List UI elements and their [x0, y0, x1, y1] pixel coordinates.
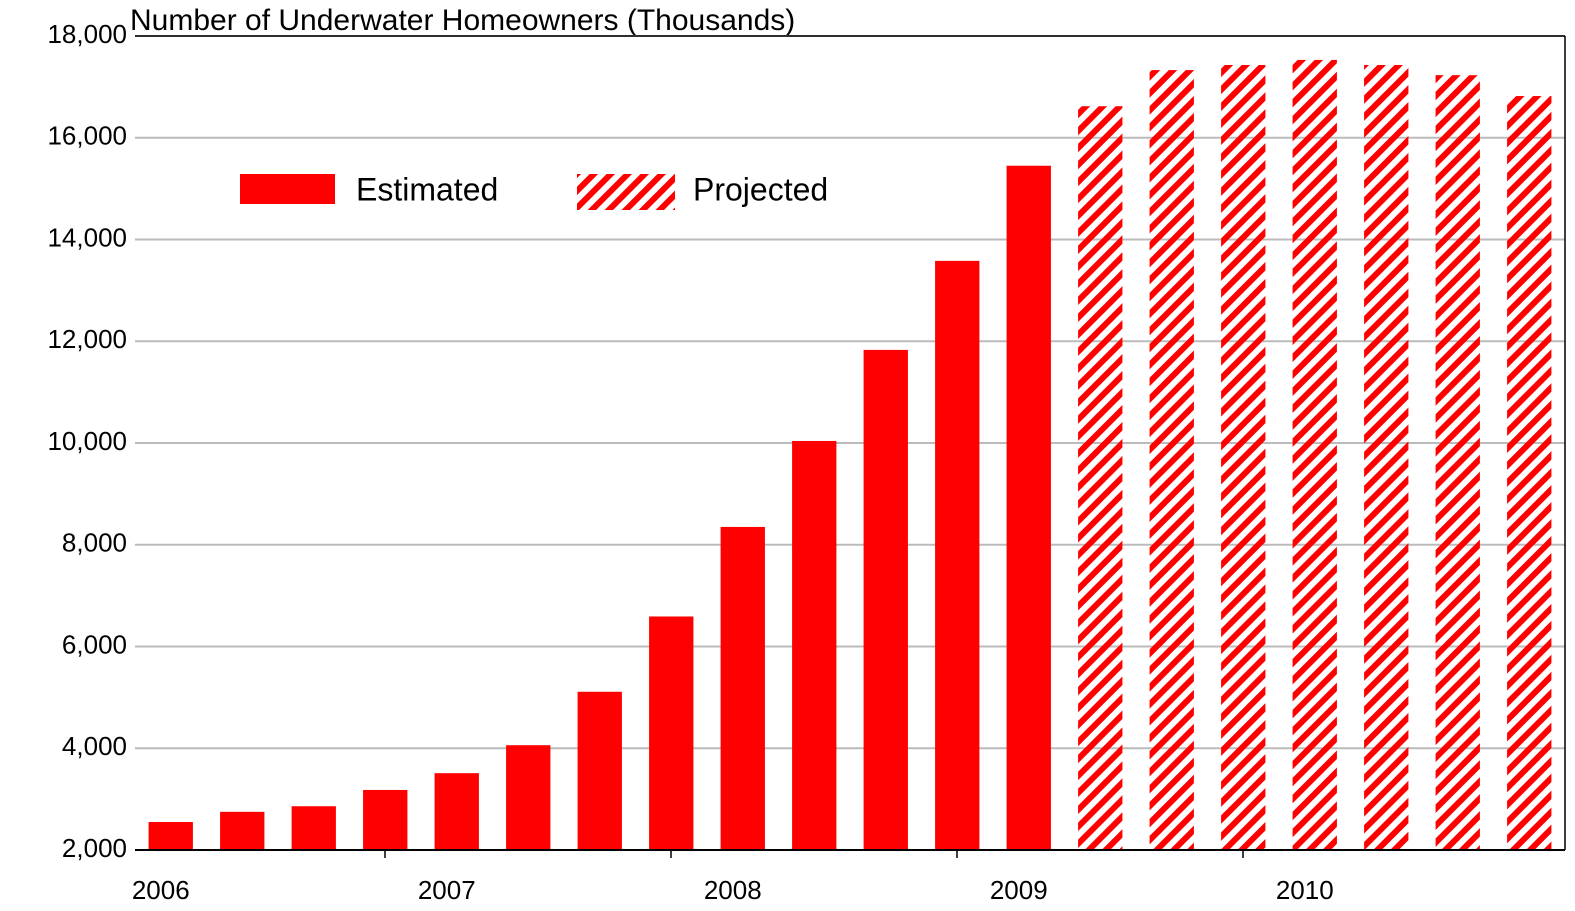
bar — [1006, 165, 1051, 850]
bar — [577, 691, 622, 850]
legend-text: Estimated — [356, 171, 498, 207]
y-tick-label: 4,000 — [62, 731, 127, 761]
y-tick-label: 2,000 — [62, 833, 127, 863]
bar — [434, 773, 479, 850]
y-tick-label: 10,000 — [47, 426, 127, 456]
x-tick-label: 2006 — [132, 875, 190, 905]
y-tick-label: 16,000 — [47, 121, 127, 151]
bar — [363, 789, 408, 850]
bar — [291, 806, 336, 850]
bar — [792, 440, 837, 850]
bar — [720, 526, 765, 850]
chart-title: Number of Underwater Homeowners (Thousan… — [130, 4, 795, 37]
bar — [1435, 75, 1480, 850]
bar — [1507, 96, 1552, 851]
bar — [1149, 70, 1194, 851]
legend-swatch — [577, 174, 675, 210]
bar — [1364, 64, 1409, 850]
y-tick-label: 12,000 — [47, 324, 127, 354]
bar — [935, 260, 980, 850]
y-tick-label: 6,000 — [62, 629, 127, 659]
y-tick-label: 14,000 — [47, 222, 127, 252]
x-tick-label: 2008 — [704, 875, 762, 905]
y-tick-label: 8,000 — [62, 528, 127, 558]
bar — [506, 745, 551, 850]
x-tick-label: 2009 — [990, 875, 1048, 905]
bar — [863, 349, 908, 850]
bar — [220, 811, 265, 850]
bar — [148, 822, 193, 850]
legend-text: Projected — [693, 171, 828, 207]
bar — [1078, 106, 1123, 850]
bar — [649, 616, 694, 850]
legend-swatch — [240, 174, 335, 204]
x-tick-label: 2007 — [418, 875, 476, 905]
bar — [1292, 59, 1337, 850]
x-tick-label: 2010 — [1276, 875, 1334, 905]
y-tick-label: 18,000 — [47, 19, 127, 49]
bar — [1221, 64, 1266, 850]
